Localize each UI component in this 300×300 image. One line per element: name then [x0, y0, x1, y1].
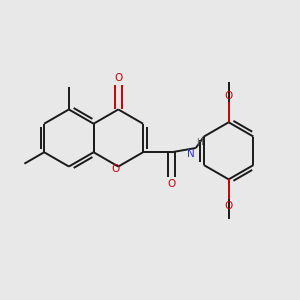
- Text: O: O: [111, 164, 119, 174]
- Text: O: O: [224, 202, 233, 212]
- Text: O: O: [114, 73, 122, 83]
- Text: N: N: [187, 149, 194, 159]
- Text: O: O: [224, 91, 233, 100]
- Text: O: O: [167, 179, 176, 189]
- Text: H: H: [196, 138, 203, 147]
